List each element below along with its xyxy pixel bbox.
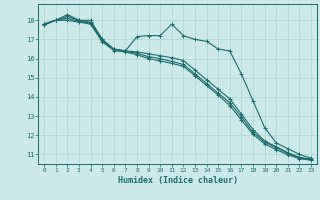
X-axis label: Humidex (Indice chaleur): Humidex (Indice chaleur) <box>118 176 238 185</box>
